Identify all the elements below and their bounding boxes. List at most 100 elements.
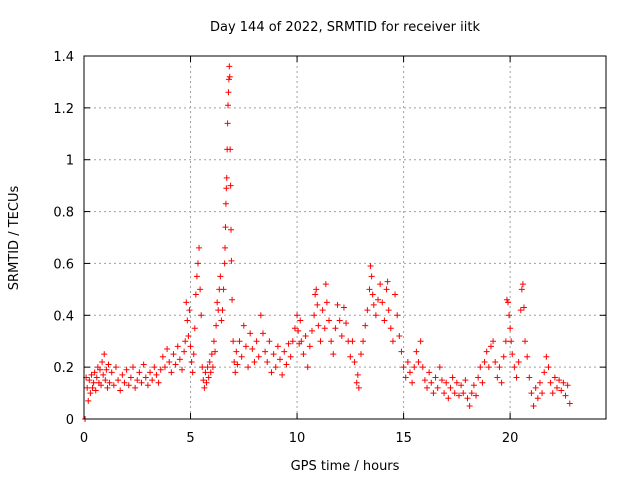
data-point <box>222 200 229 207</box>
x-tick-label: 15 <box>395 431 412 446</box>
data-point <box>385 307 392 314</box>
data-point <box>387 325 394 332</box>
data-point <box>226 73 233 80</box>
data-point <box>245 364 252 371</box>
data-point <box>560 379 567 386</box>
data-point <box>526 374 533 381</box>
data-point <box>354 371 361 378</box>
data-point <box>506 312 513 319</box>
data-point <box>91 369 98 376</box>
data-point <box>332 325 339 332</box>
data-point <box>302 333 309 340</box>
data-point <box>110 382 117 389</box>
data-point <box>328 338 335 345</box>
data-point <box>262 348 269 355</box>
data-point <box>362 322 369 329</box>
data-point <box>451 390 458 397</box>
data-point <box>251 358 258 365</box>
data-point <box>453 379 460 386</box>
data-point <box>419 364 426 371</box>
data-point <box>367 263 374 270</box>
data-point <box>86 377 93 384</box>
data-point <box>227 146 234 153</box>
data-point <box>368 273 375 280</box>
data-point <box>473 392 480 399</box>
data-point <box>351 358 358 365</box>
data-point <box>340 304 347 311</box>
data-point <box>470 382 477 389</box>
data-point <box>343 320 350 327</box>
data-point <box>281 348 288 355</box>
data-point <box>142 374 149 381</box>
axis-tick-labels: 0 0.2 0.4 0.6 0.8 1 1.2 1.4 0 5 10 15 20 <box>53 50 518 446</box>
data-point <box>206 358 213 365</box>
y-tick-label: 0.6 <box>53 257 74 272</box>
data-point <box>89 384 96 391</box>
grid-lines <box>84 56 606 419</box>
data-point <box>494 374 501 381</box>
data-point <box>191 325 198 332</box>
data-point <box>184 317 191 324</box>
data-point <box>159 353 166 360</box>
data-point <box>210 338 217 345</box>
data-point <box>545 364 552 371</box>
data-point <box>518 286 525 293</box>
data-point <box>179 366 186 373</box>
data-point <box>238 353 245 360</box>
data-point <box>428 379 435 386</box>
data-point <box>202 369 209 376</box>
data-point <box>151 364 158 371</box>
data-point <box>199 364 206 371</box>
data-point <box>430 390 437 397</box>
data-point <box>233 348 240 355</box>
data-point <box>104 384 111 391</box>
data-point <box>161 364 168 371</box>
data-point <box>229 296 236 303</box>
data-point <box>424 384 431 391</box>
data-point <box>409 379 416 386</box>
data-point <box>295 327 302 334</box>
data-point <box>219 307 226 314</box>
data-point <box>121 379 128 386</box>
data-point <box>125 382 132 389</box>
data-point <box>87 390 94 397</box>
data-point <box>117 387 124 394</box>
data-point <box>289 338 296 345</box>
data-point <box>266 338 273 345</box>
data-point <box>249 345 256 352</box>
data-point <box>564 382 571 389</box>
data-point <box>543 353 550 360</box>
data-point <box>200 377 207 384</box>
data-point <box>185 333 192 340</box>
data-point <box>492 358 499 365</box>
data-point <box>182 338 189 345</box>
data-point <box>132 384 139 391</box>
data-point <box>330 351 337 358</box>
data-point <box>144 382 151 389</box>
data-point <box>392 291 399 298</box>
data-point <box>247 330 254 337</box>
data-point <box>176 356 183 363</box>
data-point <box>432 374 439 381</box>
data-point <box>228 226 235 233</box>
data-point <box>528 390 535 397</box>
plot-frame <box>83 55 607 420</box>
data-point <box>99 358 106 365</box>
data-point <box>217 273 224 280</box>
data-point <box>364 307 371 314</box>
data-point <box>188 358 195 365</box>
data-point <box>225 89 232 96</box>
data-point <box>462 377 469 384</box>
data-point <box>394 312 401 319</box>
data-point <box>232 369 239 376</box>
data-point <box>84 384 91 391</box>
data-point <box>123 366 130 373</box>
data-point <box>264 358 271 365</box>
data-point <box>475 374 482 381</box>
data-point <box>502 338 509 345</box>
data-point <box>372 312 379 319</box>
data-point <box>222 244 229 251</box>
data-point <box>532 384 539 391</box>
data-point <box>515 358 522 365</box>
data-point <box>223 185 230 192</box>
